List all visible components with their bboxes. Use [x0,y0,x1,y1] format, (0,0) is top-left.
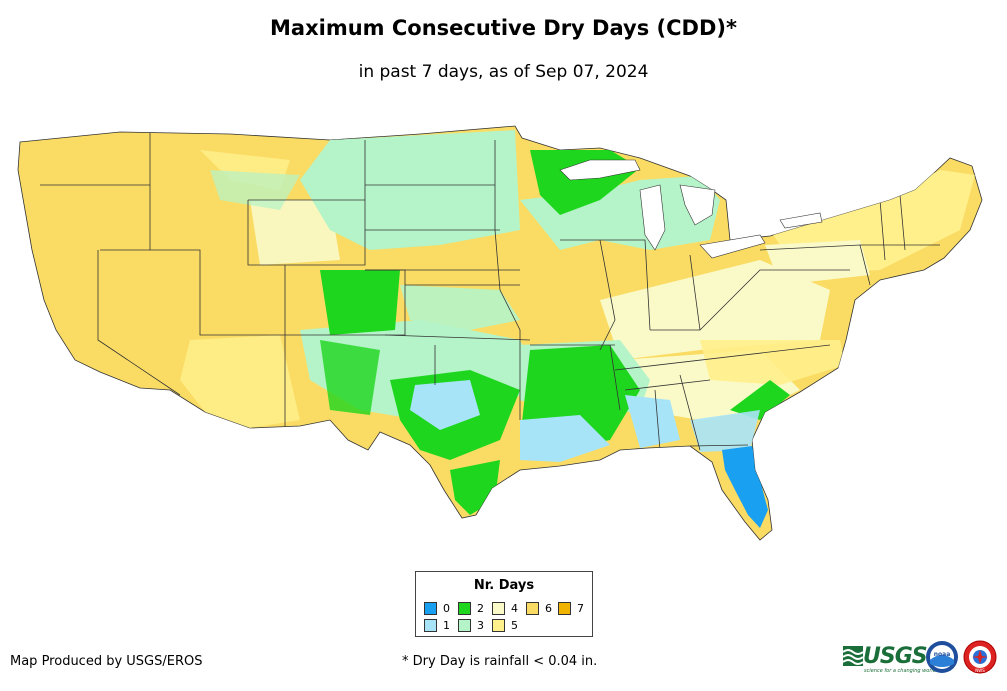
legend-label: 4 [511,602,518,615]
noaa-wordmark: noaa [934,651,951,658]
nws-wordmark: NWS [975,668,985,673]
zone-1-louisiana [520,415,610,462]
legend-swatch [558,602,571,615]
lake-michigan [639,184,666,251]
legend-swatch [492,619,505,632]
legend-title: Nr. Days [473,578,535,593]
zone-2-colorado [320,270,400,335]
legend-label: 7 [577,602,584,615]
zone-3-kansas [400,285,520,330]
zone-2-carolina-coast [730,380,790,420]
legend-item-2: 2 [458,602,484,615]
legend-item-0: 0 [424,602,450,615]
nws-logo: NWS [963,640,997,674]
legend-swatch [526,602,539,615]
usgs-logo: USGS science for a changing world [843,642,936,674]
map-credit: Map Produced by USGS/EROS [10,654,203,669]
legend-label: 0 [443,602,450,615]
lake-erie [699,234,766,259]
legend-label: 6 [545,602,552,615]
zone-1-alabama [625,395,680,448]
legend-item-5: 5 [492,619,518,632]
legend-label: 1 [443,619,450,632]
zone-3-dakotas [300,130,520,250]
us-cdd-map [17,125,983,541]
legend-label: 2 [477,602,484,615]
legend-swatch [458,619,471,632]
zone-4-wyoming [250,200,340,265]
legend-label: 3 [477,619,484,632]
usgs-wave-icon [843,646,863,666]
zone-5-southwest [180,335,300,428]
state-boundaries [40,132,940,451]
lake-ontario [779,212,823,229]
legend-item-7: 7 [558,602,584,615]
legend-label: 5 [511,619,518,632]
usgs-tagline: science for a changing world [864,668,936,674]
zone-4-ohio-valley [600,260,830,360]
zone-1-georgia-coast [690,410,760,452]
cdd-zones [180,130,975,528]
legend-swatch [458,602,471,615]
usgs-wordmark: USGS [863,643,928,669]
legend-item-1: 1 [424,619,450,632]
map-title: Maximum Consecutive Dry Days (CDD)* [270,16,737,40]
zone-4-pa-ny [765,240,870,285]
legend-swatch [424,619,437,632]
legend-item-4: 4 [492,602,518,615]
zone-1-texas [410,380,480,430]
dry-day-note: * Dry Day is rainfall < 0.04 in. [402,654,598,669]
legend-swatch [492,602,505,615]
lake-huron [679,184,716,226]
zone-5-va-nc [700,340,845,385]
legend-swatch [424,602,437,615]
lake-superior [559,159,641,181]
legend-item-3: 3 [458,619,484,632]
zone-2-new-mexico [320,340,380,415]
noaa-logo: noaa [926,641,958,673]
map-subtitle: in past 7 days, as of Sep 07, 2024 [358,62,649,82]
legend-item-6: 6 [526,602,552,615]
legend-box: Nr. Days 0 1 2 3 4 5 6 7 [415,571,593,637]
